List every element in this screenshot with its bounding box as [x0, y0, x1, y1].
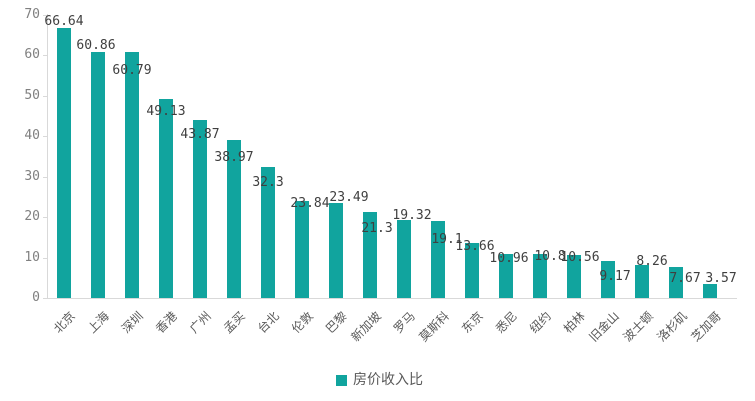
- x-axis-label: 柏林: [561, 309, 588, 336]
- y-axis-tick-mark: [43, 136, 47, 137]
- x-axis-label: 悉尼: [493, 309, 520, 336]
- bar: [703, 283, 717, 298]
- bar: [669, 266, 683, 298]
- bar: [567, 255, 581, 298]
- y-axis-tick-mark: [43, 55, 47, 56]
- value-label: 13.66: [455, 238, 495, 254]
- value-label: 43.87: [180, 127, 220, 143]
- value-label: 10.8: [534, 249, 566, 265]
- value-label: 38.97: [214, 150, 254, 166]
- value-label: 23.49: [329, 189, 369, 205]
- x-axis-label: 孟买: [221, 309, 248, 336]
- x-axis-label: 上海: [85, 309, 112, 336]
- x-axis-label: 香港: [153, 309, 180, 336]
- y-axis-tick-label: 0: [32, 290, 40, 305]
- bar: [193, 120, 207, 298]
- value-label: 23.84: [290, 196, 330, 212]
- y-axis-tick-mark: [43, 14, 47, 16]
- x-axis-label: 深圳: [119, 309, 146, 336]
- value-label: 7.67: [669, 270, 701, 286]
- bar: [329, 202, 343, 298]
- x-axis-label: 台北: [255, 309, 282, 336]
- bar: [635, 264, 649, 298]
- bar: [261, 167, 275, 298]
- x-axis-label: 莫斯科: [416, 309, 452, 345]
- bar: [91, 51, 105, 298]
- bar: [363, 211, 377, 298]
- value-label: 32.3: [252, 175, 284, 191]
- x-axis-label: 新加坡: [348, 309, 384, 345]
- value-label: 9.17: [599, 268, 631, 284]
- y-axis-tick-mark: [43, 176, 47, 178]
- bar: [125, 51, 139, 298]
- x-axis-label: 东京: [459, 309, 486, 336]
- x-axis-label: 巴黎: [323, 309, 350, 336]
- x-axis-label: 罗马: [391, 309, 418, 336]
- x-axis-label: 伦敦: [289, 309, 316, 336]
- value-label: 10.56: [560, 250, 600, 266]
- bar: [227, 140, 241, 298]
- y-axis-tick-label: 30: [24, 168, 40, 184]
- bar: [57, 28, 71, 298]
- x-axis-line: [47, 298, 737, 299]
- x-axis-label: 旧金山: [586, 309, 622, 345]
- value-label: 10.96: [489, 250, 529, 266]
- legend-marker-icon: [336, 374, 347, 386]
- x-axis-label: 纽约: [527, 309, 554, 336]
- y-axis-tick-label: 20: [24, 209, 40, 224]
- y-axis-tick-label: 50: [24, 87, 40, 103]
- value-label: 60.86: [76, 37, 116, 53]
- value-label: 60.79: [112, 62, 152, 78]
- bar: [533, 254, 547, 298]
- y-axis-tick-label: 60: [24, 47, 40, 62]
- y-axis-tick-mark: [43, 217, 47, 218]
- y-axis-line: [47, 14, 48, 298]
- legend-label: 房价收入比: [353, 372, 423, 388]
- bar: [295, 201, 309, 298]
- value-label: 49.13: [146, 104, 186, 120]
- value-label: 19.32: [392, 207, 432, 223]
- value-label: 66.64: [44, 14, 84, 30]
- y-axis-tick-mark: [43, 95, 47, 97]
- y-axis-tick-label: 40: [24, 128, 40, 143]
- x-axis-label: 广州: [187, 309, 214, 336]
- value-label: 8.26: [636, 253, 668, 269]
- bar: [159, 99, 173, 298]
- bar: [499, 253, 513, 298]
- y-axis-tick-mark: [43, 257, 47, 259]
- legend: 房价收入比: [336, 372, 423, 388]
- y-axis-tick-label: 70: [24, 6, 40, 22]
- x-axis-label: 波士顿: [620, 309, 656, 345]
- y-axis-tick-label: 10: [24, 249, 40, 265]
- bar: [601, 260, 615, 298]
- y-axis-tick-mark: [43, 298, 47, 299]
- bar: [465, 242, 479, 298]
- value-label: 21.3: [361, 220, 393, 236]
- x-axis-label: 芝加哥: [688, 309, 724, 345]
- bar: [431, 220, 445, 298]
- bar: [397, 219, 411, 298]
- value-label: 3.57: [705, 270, 737, 286]
- x-axis-label: 洛杉矶: [654, 309, 690, 345]
- x-axis-label: 北京: [51, 309, 78, 336]
- value-label: 19.1: [431, 231, 463, 247]
